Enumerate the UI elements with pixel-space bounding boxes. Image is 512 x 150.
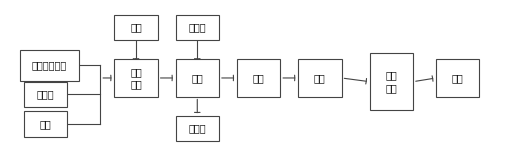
Bar <box>114 15 158 40</box>
Bar <box>436 59 479 97</box>
Bar <box>20 50 78 81</box>
Bar <box>370 53 413 110</box>
Text: 工艺水: 工艺水 <box>37 89 54 99</box>
Bar <box>24 111 68 137</box>
Text: 助剂: 助剂 <box>40 119 52 129</box>
Text: 工艺水: 工艺水 <box>188 22 206 32</box>
Text: 成品: 成品 <box>452 73 463 83</box>
Bar <box>176 59 219 97</box>
Text: 脱酸: 脱酸 <box>191 73 203 83</box>
Text: 通氯: 通氯 <box>130 22 142 32</box>
Text: 乳化
氯化: 乳化 氯化 <box>130 67 142 89</box>
Text: 中和: 中和 <box>253 73 264 83</box>
Text: 茅金属聚丙烯: 茅金属聚丙烯 <box>32 60 67 70</box>
Bar <box>114 59 158 97</box>
Bar <box>237 59 280 97</box>
Text: 离心: 离心 <box>314 73 326 83</box>
Text: 干燥
造粒: 干燥 造粒 <box>386 70 397 93</box>
Bar <box>298 59 342 97</box>
Bar <box>24 82 68 107</box>
Bar <box>176 15 219 40</box>
Text: 废酸水: 废酸水 <box>188 123 206 134</box>
Bar <box>176 116 219 141</box>
